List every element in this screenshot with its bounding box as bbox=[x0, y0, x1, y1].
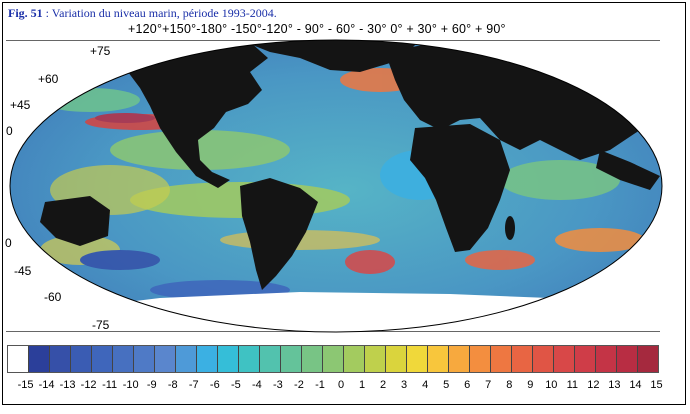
lat-label-60s: -60 bbox=[44, 290, 62, 304]
caption-text: : Variation du niveau marin, période 199… bbox=[42, 6, 277, 20]
color-swatch bbox=[155, 346, 176, 372]
color-swatch bbox=[386, 346, 407, 372]
indonesia bbox=[596, 150, 660, 190]
scale-tick-label: -15 bbox=[17, 379, 34, 391]
color-swatch bbox=[134, 346, 155, 372]
australia bbox=[40, 196, 110, 246]
color-swatch bbox=[575, 346, 596, 372]
scale-tick-label: 11 bbox=[566, 379, 579, 391]
scale-tick-label: -5 bbox=[230, 379, 241, 391]
scale-tick-label: 2 bbox=[380, 379, 387, 391]
color-swatch bbox=[239, 346, 260, 372]
color-swatch bbox=[449, 346, 470, 372]
scale-tick-label: -14 bbox=[38, 379, 55, 391]
color-swatch bbox=[596, 346, 617, 372]
color-swatch bbox=[113, 346, 134, 372]
color-swatch bbox=[554, 346, 575, 372]
color-swatch bbox=[638, 346, 658, 372]
color-swatch bbox=[302, 346, 323, 372]
color-swatch bbox=[8, 346, 29, 372]
scale-tick-label: 15 bbox=[650, 379, 663, 391]
color-swatch bbox=[365, 346, 386, 372]
lat-label-45n: +45 bbox=[10, 98, 31, 112]
color-swatch bbox=[29, 346, 50, 372]
scale-tick-label: -2 bbox=[294, 379, 304, 391]
color-swatch bbox=[407, 346, 428, 372]
color-swatch bbox=[428, 346, 449, 372]
scale-tick-label: 3 bbox=[401, 379, 408, 391]
greenland bbox=[240, 40, 420, 72]
scale-tick-label: 0 bbox=[337, 379, 345, 391]
scale-tick-label: -1 bbox=[315, 379, 325, 391]
color-scale-bar bbox=[7, 345, 659, 373]
scale-tick-label: 7 bbox=[485, 379, 492, 391]
scale-tick-label: 13 bbox=[608, 379, 621, 391]
scale-tick-label: -10 bbox=[122, 379, 139, 391]
scale-tick-label: -13 bbox=[59, 379, 76, 391]
scale-tick-label: 1 bbox=[358, 379, 366, 391]
scale-tick-label: 9 bbox=[527, 379, 534, 391]
scale-tick-label: -11 bbox=[102, 379, 118, 391]
color-swatch bbox=[470, 346, 491, 372]
scale-tick-label: 8 bbox=[506, 379, 513, 391]
lat-label-75n: +75 bbox=[90, 44, 111, 58]
scale-tick-label: -4 bbox=[251, 379, 262, 391]
color-swatch bbox=[533, 346, 554, 372]
color-swatch bbox=[344, 346, 365, 372]
color-swatch bbox=[71, 346, 92, 372]
south-america bbox=[240, 178, 318, 290]
scale-tick-label: 10 bbox=[545, 379, 558, 391]
figure-frame bbox=[2, 2, 686, 405]
color-swatch bbox=[176, 346, 197, 372]
scale-tick-label: 14 bbox=[629, 379, 642, 391]
north-america bbox=[128, 42, 268, 188]
color-swatch bbox=[617, 346, 638, 372]
figure-caption: Fig. 51 : Variation du niveau marin, pér… bbox=[8, 6, 277, 21]
scale-tick-label: -9 bbox=[146, 379, 157, 391]
scale-tick-label: -8 bbox=[167, 379, 178, 391]
color-swatch bbox=[491, 346, 512, 372]
caption-prefix: Fig. 51 bbox=[8, 6, 43, 20]
lat-label-60n: +60 bbox=[38, 72, 59, 86]
lat-label-75s: -75 bbox=[92, 318, 110, 332]
scale-tick-label: 5 bbox=[443, 379, 450, 391]
lat-label-0-upper: 0 bbox=[6, 124, 13, 138]
longitude-labels: +120°+150°-180° -150°-120° - 90° - 60° -… bbox=[128, 22, 506, 36]
madagascar bbox=[505, 216, 515, 240]
color-swatch bbox=[92, 346, 113, 372]
color-swatch bbox=[197, 346, 218, 372]
scale-tick-label: 4 bbox=[422, 379, 429, 391]
scale-tick-label: -6 bbox=[209, 379, 220, 391]
map-outline bbox=[9, 39, 663, 333]
color-swatch bbox=[260, 346, 281, 372]
color-swatch bbox=[218, 346, 239, 372]
scale-tick-label: -12 bbox=[80, 379, 97, 391]
lat-label-45s: -45 bbox=[14, 264, 32, 278]
color-swatch bbox=[281, 346, 302, 372]
color-scale-ticks: -15 -14 -13 -12 -11 -10 -9 -8 -7 -6 -5 -4 -3 -2 -1 0 1 2 3… bbox=[7, 379, 663, 395]
color-swatch bbox=[50, 346, 71, 372]
scale-tick-label: -3 bbox=[273, 379, 283, 391]
scale-tick-label: 12 bbox=[587, 379, 600, 391]
antarctica bbox=[60, 292, 660, 332]
color-swatch bbox=[512, 346, 533, 372]
scale-tick-label: -7 bbox=[188, 379, 199, 391]
scale-tick-label: 6 bbox=[464, 379, 471, 391]
color-swatch bbox=[323, 346, 344, 372]
lat-label-0-lower: 0 bbox=[5, 236, 12, 250]
africa bbox=[410, 124, 510, 252]
